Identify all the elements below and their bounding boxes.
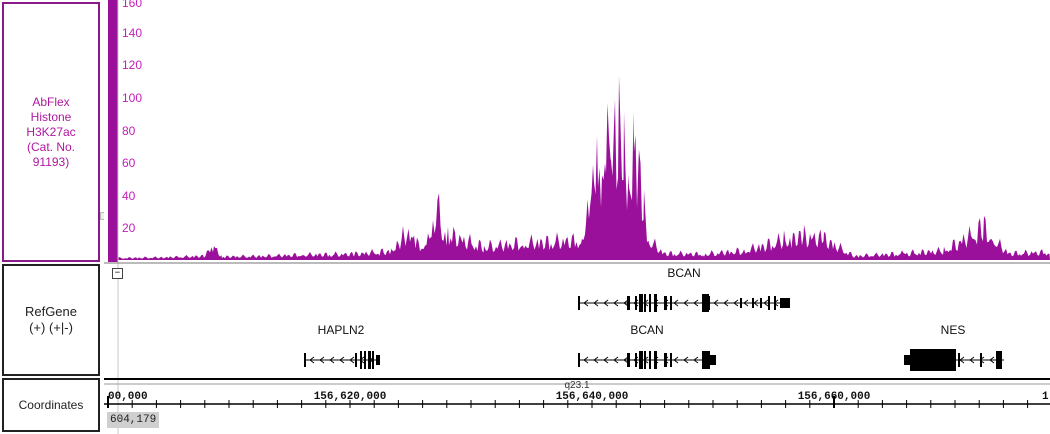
gene-model-bcan-1[interactable] xyxy=(578,294,790,312)
y-tick-60: 60 xyxy=(122,156,136,170)
refgene-track: BCAN HAPLN2 BCAN NES xyxy=(304,266,1004,371)
gene-model-nes[interactable] xyxy=(904,349,1004,371)
y-tick-40: 40 xyxy=(122,189,136,203)
gene-model-bcan-2[interactable] xyxy=(578,351,716,369)
ruler-label-2: 156,640,000 xyxy=(556,391,629,403)
ruler-ticks xyxy=(107,396,1029,408)
position-readout: 604,179 xyxy=(107,412,160,428)
track-name: AbFlex Histone H3K27ac (Cat. No. 91193) xyxy=(26,94,76,169)
track-area[interactable]: 160 140 120 100 80 60 40 20 BCAN HAPLN2 … xyxy=(104,0,1050,434)
y-tick-160: 160 xyxy=(122,0,142,10)
track-label-panel[interactable]: AbFlex Histone H3K27ac (Cat. No. 91193) xyxy=(2,2,100,262)
coordinates-label-panel[interactable]: Coordinates xyxy=(2,378,100,432)
signal-track-bg xyxy=(104,0,1050,262)
ruler-label-4: 1 xyxy=(1042,391,1049,403)
refgene-track-name: RefGene (+) (+|-) xyxy=(24,304,78,335)
ruler-label-0: 00,000 xyxy=(108,391,148,403)
gene-label-hapln2: HAPLN2 xyxy=(318,323,365,337)
y-axis: 160 140 120 100 80 60 40 20 xyxy=(122,0,142,235)
gene-label-nes: NES xyxy=(941,323,966,337)
ruler-label-1: 156,620,000 xyxy=(314,391,387,403)
y-tick-80: 80 xyxy=(122,124,136,138)
y-tick-20: 20 xyxy=(122,221,136,235)
gene-label-bcan-1: BCAN xyxy=(667,266,700,280)
y-tick-140: 140 xyxy=(122,26,142,40)
axis-strip xyxy=(108,0,118,262)
coordinates-track-name: Coordinates xyxy=(18,398,84,412)
gene-label-bcan-2: BCAN xyxy=(630,323,663,337)
y-tick-100: 100 xyxy=(122,91,142,105)
coordinate-ruler: q23.1 00,000 156,620,000 156,640,000 156… xyxy=(104,378,1050,408)
collapse-icon[interactable]: − xyxy=(112,268,123,279)
cytoband-label: q23.1 xyxy=(564,380,589,391)
gene-model-hapln2[interactable] xyxy=(304,351,380,369)
refgene-label-panel[interactable]: RefGene (+) (+|-) xyxy=(2,264,100,376)
y-tick-120: 120 xyxy=(122,58,142,72)
